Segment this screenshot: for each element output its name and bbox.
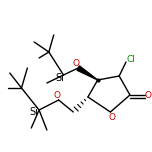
Text: Si: Si [55, 73, 64, 83]
Text: O: O [53, 90, 60, 100]
Text: O: O [145, 90, 152, 100]
Text: Si: Si [30, 107, 39, 117]
Text: Cl: Cl [126, 55, 135, 64]
Text: O: O [73, 59, 80, 67]
Text: O: O [109, 112, 116, 121]
Polygon shape [77, 66, 98, 80]
